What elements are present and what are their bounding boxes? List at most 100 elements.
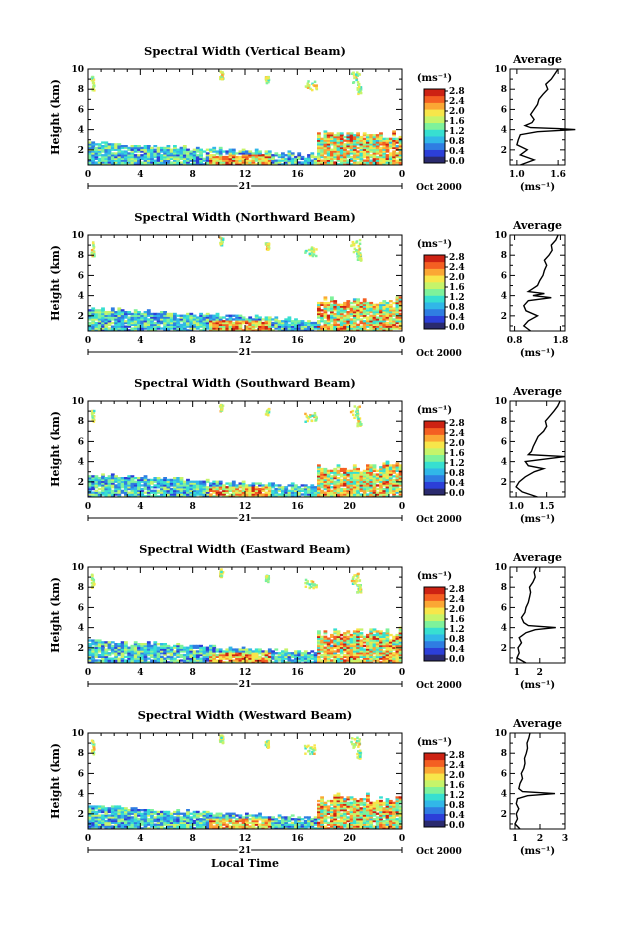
heatmap-cell [356, 325, 360, 328]
heatmap-cell [366, 137, 370, 140]
heatmap-cell [195, 659, 200, 662]
heatmap-cell [235, 155, 239, 159]
heatmap-cell [231, 650, 236, 653]
heatmap-cell [212, 320, 217, 323]
heatmap-cell [120, 478, 125, 482]
heatmap-cell [366, 321, 370, 325]
heatmap-cell [310, 489, 315, 492]
heatmap-cell [379, 643, 383, 646]
heatmap-cell [254, 486, 259, 489]
heatmap-cell [107, 316, 112, 319]
heatmap-cell [90, 412, 94, 415]
heatmap-cell [238, 655, 243, 658]
heatmap-cell [356, 323, 360, 326]
heatmap-cell [300, 320, 305, 323]
heatmap-cell [375, 491, 380, 494]
heatmap-cell [173, 657, 177, 660]
heatmap-cell [369, 630, 374, 633]
heatmap-cell [163, 311, 167, 314]
heatmap-cell [323, 641, 328, 644]
heatmap-cell [94, 146, 99, 150]
heatmap-cell [307, 321, 311, 325]
heatmap-cell [130, 475, 135, 478]
heatmap-cell [359, 644, 364, 648]
heatmap-cell [385, 628, 390, 631]
heatmap-cell [107, 312, 112, 316]
heatmap-cell [323, 653, 328, 657]
heatmap-cell [395, 475, 400, 478]
heatmap-cell [160, 154, 164, 157]
heatmap-cell [120, 653, 125, 657]
heatmap-cell [362, 478, 367, 482]
heatmap-cell [107, 329, 112, 332]
heatmap-cell [349, 318, 354, 321]
heatmap-cell [182, 157, 187, 160]
heatmap-cell [92, 252, 96, 256]
heatmap-cell [153, 495, 158, 498]
heatmap-cell [120, 318, 125, 321]
average-x-tick-label: 0.8 [507, 336, 523, 346]
heatmap-cell [320, 467, 324, 471]
heatmap-cell [225, 325, 230, 328]
heatmap-cell [313, 493, 318, 496]
heatmap-cell [372, 314, 377, 317]
heatmap-cell [209, 157, 213, 160]
heatmap-cell [251, 329, 256, 332]
heatmap-cell [323, 327, 328, 330]
heatmap-cell [173, 652, 177, 655]
heatmap-cell [372, 139, 377, 142]
heatmap-cell [336, 646, 341, 649]
heatmap-cell [153, 316, 158, 319]
heatmap-cell [150, 480, 154, 483]
heatmap-cell [222, 325, 226, 328]
heatmap-cell [353, 74, 356, 77]
heatmap-cell [231, 150, 236, 153]
heatmap-cell [330, 141, 334, 144]
heatmap-cell [355, 75, 358, 78]
heatmap-cell [333, 632, 338, 635]
heatmap-cell [379, 141, 383, 144]
heatmap-cell [392, 155, 396, 159]
heatmap-cell [222, 489, 226, 492]
heatmap-cell [267, 411, 271, 414]
heatmap-cell [392, 637, 396, 640]
heatmap-cell [258, 157, 262, 160]
heatmap-cell [356, 489, 360, 492]
heatmap-cell [382, 300, 387, 303]
heatmap-cell [107, 311, 112, 314]
heatmap-cell [195, 323, 200, 326]
colorbar-swatch [424, 481, 445, 489]
heatmap-cell [127, 486, 132, 489]
heatmap-cell [163, 646, 167, 649]
heatmap-cell [385, 635, 390, 638]
heatmap-cell [245, 321, 249, 325]
heatmap-cell [231, 493, 236, 496]
heatmap-cell [117, 312, 122, 316]
heatmap-cell [355, 580, 359, 583]
heatmap-cell [343, 643, 347, 646]
heatmap-cell [124, 320, 128, 323]
heatmap-cell [94, 143, 99, 146]
heatmap-cell [274, 657, 279, 660]
heatmap-cell [326, 155, 331, 159]
heatmap-cell [110, 143, 115, 146]
heatmap-cell [261, 659, 266, 662]
heatmap-cell [305, 249, 308, 253]
heatmap-cell [297, 157, 302, 160]
heatmap-cell [251, 484, 256, 487]
heatmap-cell [385, 655, 390, 658]
heatmap-cell [382, 312, 387, 316]
heatmap-cell [101, 329, 105, 332]
heatmap-cell [143, 157, 148, 160]
heatmap-cell [140, 329, 145, 332]
heatmap-cell [313, 653, 318, 657]
heatmap-cell [385, 475, 390, 478]
heatmap-cell [143, 152, 148, 155]
heatmap-cell [300, 484, 305, 487]
average-title: Average [512, 385, 562, 398]
heatmap-cell [163, 653, 167, 657]
heatmap-cell [352, 298, 357, 301]
heatmap-cell [146, 661, 151, 664]
heatmap-cell [235, 657, 239, 660]
heatmap-cell [267, 243, 271, 246]
